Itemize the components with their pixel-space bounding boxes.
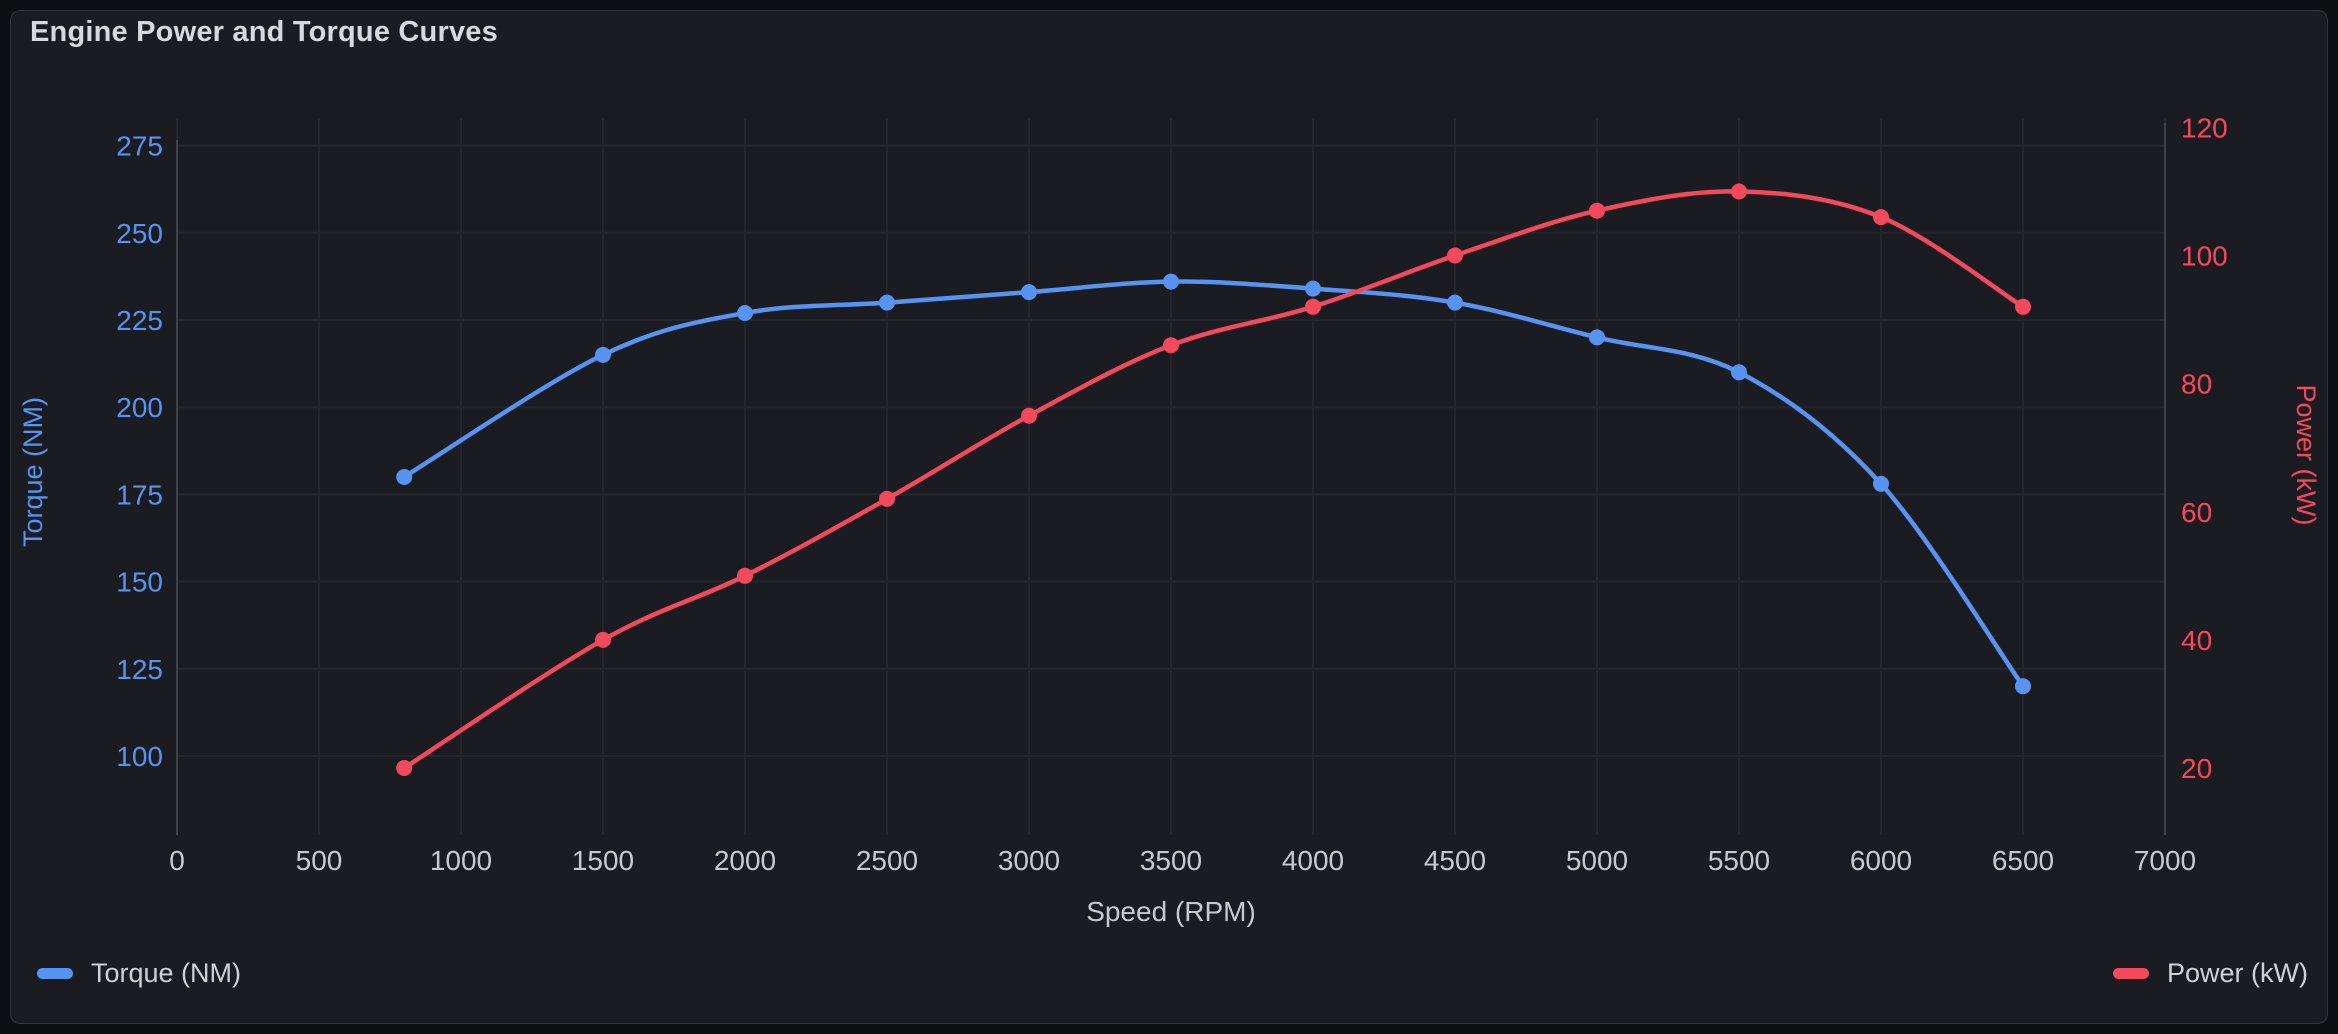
power-data-point[interactable] bbox=[1021, 407, 1037, 424]
left-axis-title: Torque (NM) bbox=[18, 397, 48, 547]
torque-data-point[interactable] bbox=[2015, 678, 2031, 695]
x-axis-tick-label: 6500 bbox=[1992, 845, 2054, 876]
x-axis-tick-label: 6000 bbox=[1850, 845, 1912, 876]
torque-legend-swatch-icon bbox=[37, 968, 73, 979]
x-axis-tick-label: 4500 bbox=[1424, 845, 1486, 876]
legend-item-torque[interactable]: Torque (NM) bbox=[37, 958, 241, 989]
right-axis-tick-label: 40 bbox=[2181, 625, 2212, 656]
x-axis-tick-label: 7000 bbox=[2134, 845, 2196, 876]
x-axis-tick-label: 1000 bbox=[430, 845, 492, 876]
x-axis-tick-label: 5000 bbox=[1566, 845, 1628, 876]
power-data-point[interactable] bbox=[1731, 183, 1747, 200]
x-axis-tick-label: 0 bbox=[169, 845, 185, 876]
left-axis-tick-label: 275 bbox=[116, 131, 163, 162]
left-axis-tick-label: 200 bbox=[116, 392, 163, 423]
torque-data-point[interactable] bbox=[879, 294, 895, 311]
legend-item-label: Torque (NM) bbox=[91, 958, 242, 988]
right-axis-tick-label: 120 bbox=[2181, 112, 2228, 143]
torque-series-line[interactable] bbox=[401, 279, 2026, 689]
power-data-point[interactable] bbox=[595, 631, 611, 648]
power-data-point[interactable] bbox=[1163, 337, 1179, 354]
power-data-point[interactable] bbox=[1873, 209, 1889, 226]
power-legend-swatch-icon bbox=[2113, 968, 2149, 979]
x-axis-title: Speed (RPM) bbox=[1086, 896, 1256, 927]
power-series-line[interactable] bbox=[401, 189, 2026, 771]
right-axis-tick-label: 80 bbox=[2181, 369, 2212, 400]
x-axis-tick-label: 5500 bbox=[1708, 845, 1770, 876]
legend-item-power[interactable]: Power (kW) bbox=[2113, 958, 2308, 989]
left-axis-tick-label: 225 bbox=[116, 305, 163, 336]
x-axis-tick-label: 500 bbox=[296, 845, 343, 876]
torque-data-point[interactable] bbox=[1163, 273, 1179, 290]
torque-data-point[interactable] bbox=[1589, 329, 1605, 346]
torque-data-point[interactable] bbox=[595, 346, 611, 363]
left-axis-tick-label: 175 bbox=[116, 479, 163, 510]
left-axis-tick-label: 100 bbox=[116, 741, 163, 772]
torque-data-point[interactable] bbox=[1731, 364, 1747, 381]
power-data-point[interactable] bbox=[1589, 202, 1605, 219]
left-axis-tick-label: 125 bbox=[116, 654, 163, 685]
chart-panel bbox=[10, 10, 2328, 1024]
x-axis-tick-label: 3000 bbox=[998, 845, 1060, 876]
left-axis-tick-label: 150 bbox=[116, 567, 163, 598]
right-axis-title: Power (kW) bbox=[2291, 385, 2321, 526]
right-axis-tick-label: 20 bbox=[2181, 753, 2212, 784]
power-data-point[interactable] bbox=[1447, 247, 1463, 264]
power-data-point[interactable] bbox=[2015, 298, 2031, 315]
torque-data-point[interactable] bbox=[1873, 475, 1889, 492]
x-axis-tick-label: 2500 bbox=[856, 845, 918, 876]
torque-data-point[interactable] bbox=[1021, 284, 1037, 301]
left-axis-tick-label: 250 bbox=[116, 218, 163, 249]
power-data-point[interactable] bbox=[737, 567, 753, 584]
right-axis-tick-label: 100 bbox=[2181, 241, 2228, 272]
torque-data-point[interactable] bbox=[1447, 294, 1463, 311]
power-data-point[interactable] bbox=[396, 760, 413, 776]
x-axis-tick-label: 3500 bbox=[1140, 845, 1202, 876]
x-axis-tick-label: 1500 bbox=[572, 845, 634, 876]
x-axis-tick-label: 4000 bbox=[1282, 845, 1344, 876]
legend-item-label: Power (kW) bbox=[2167, 958, 2308, 988]
right-axis-tick-label: 60 bbox=[2181, 497, 2212, 528]
page-title: Engine Power and Torque Curves bbox=[30, 16, 498, 48]
torque-data-point[interactable] bbox=[737, 305, 753, 321]
x-axis-tick-label: 2000 bbox=[714, 845, 776, 876]
torque-data-point[interactable] bbox=[396, 469, 413, 485]
power-data-point[interactable] bbox=[879, 490, 895, 507]
power-data-point[interactable] bbox=[1305, 298, 1321, 315]
chart-legend: Torque (NM) Power (kW) bbox=[37, 958, 2308, 989]
torque-data-point[interactable] bbox=[1305, 280, 1321, 297]
